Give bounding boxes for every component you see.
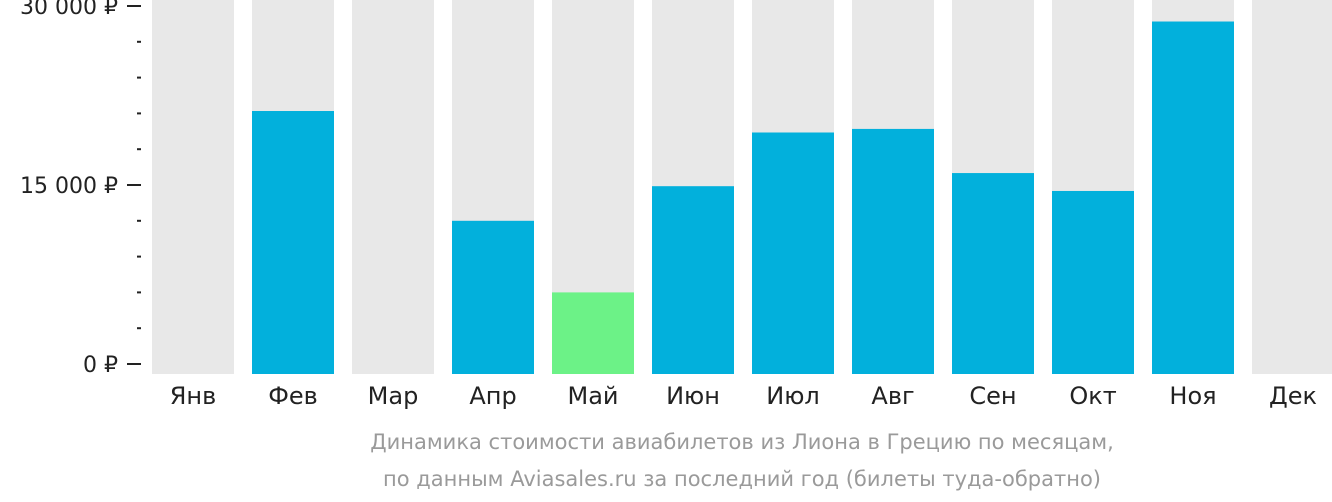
- x-tick-label: Апр: [469, 382, 516, 410]
- bar: [952, 173, 1034, 374]
- x-tick-label: Фев: [268, 382, 318, 410]
- bar-track: [352, 0, 434, 374]
- x-tick-label: Сен: [969, 382, 1016, 410]
- y-tick-label: 30 000 ₽: [20, 0, 118, 20]
- bar-min-price: [552, 292, 634, 374]
- x-tick-label: Июл: [766, 382, 820, 410]
- bar: [452, 220, 534, 374]
- price-bar-chart: Янв Фев Мар Апр Май Июн Июл Авг Сен Окт Ноя Дек 30 0…: [20, 0, 1332, 410]
- x-tick-label: Окт: [1069, 382, 1116, 410]
- bar-track: [152, 0, 234, 374]
- bar: [852, 128, 934, 374]
- chart-caption-line-1: Динамика стоимости авиабилетов из Лиона …: [370, 430, 1114, 454]
- x-tick-label: Июн: [666, 382, 720, 410]
- bar-track: [1252, 0, 1332, 374]
- chart-caption-line-2: по данным Aviasales.ru за последний год …: [383, 467, 1101, 491]
- x-tick-label: Авг: [871, 382, 914, 410]
- bar: [252, 111, 334, 374]
- x-tick-label: Ноя: [1169, 382, 1216, 410]
- bar: [1152, 21, 1234, 374]
- x-tick-label: Май: [567, 382, 618, 410]
- x-tick-label: Дек: [1269, 382, 1317, 410]
- x-tick-label: Янв: [170, 382, 217, 410]
- bar: [1052, 190, 1134, 374]
- bar: [652, 186, 734, 374]
- bar: [752, 132, 834, 374]
- y-tick-label: 0 ₽: [83, 353, 118, 378]
- x-tick-label: Мар: [368, 382, 419, 410]
- y-tick-label: 15 000 ₽: [20, 174, 118, 199]
